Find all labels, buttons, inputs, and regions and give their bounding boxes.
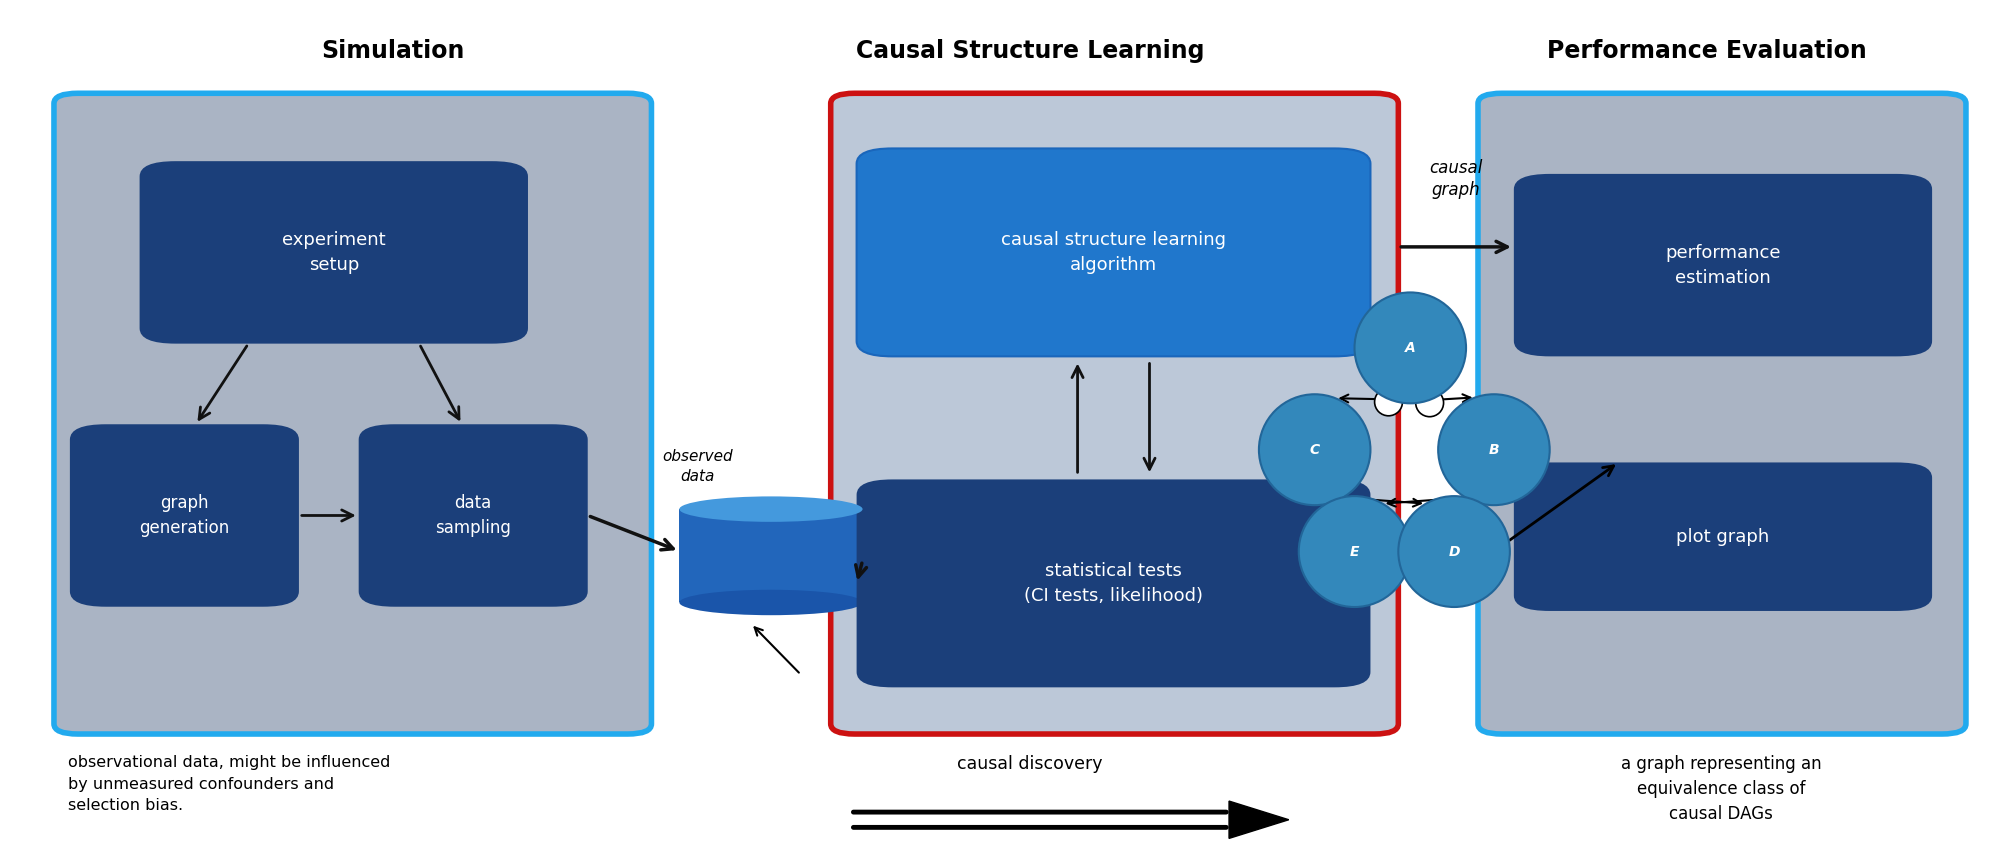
Text: data
sampling: data sampling bbox=[436, 494, 512, 537]
Text: performance
estimation: performance estimation bbox=[1666, 243, 1780, 286]
Text: causal discovery: causal discovery bbox=[958, 755, 1102, 773]
Ellipse shape bbox=[1398, 496, 1510, 607]
Ellipse shape bbox=[1374, 388, 1402, 416]
Text: C: C bbox=[1310, 443, 1320, 457]
Text: causal structure learning
algorithm: causal structure learning algorithm bbox=[1002, 231, 1226, 274]
FancyBboxPatch shape bbox=[1478, 93, 1966, 734]
FancyBboxPatch shape bbox=[830, 93, 1398, 734]
Ellipse shape bbox=[1438, 394, 1550, 505]
Bar bbox=[680, 509, 862, 602]
Text: Performance Evaluation: Performance Evaluation bbox=[1548, 39, 1866, 63]
Ellipse shape bbox=[680, 496, 862, 522]
Text: B: B bbox=[1488, 443, 1500, 457]
Ellipse shape bbox=[680, 590, 862, 615]
FancyBboxPatch shape bbox=[140, 161, 528, 344]
Text: D: D bbox=[1448, 544, 1460, 559]
Text: E: E bbox=[1350, 544, 1360, 559]
FancyBboxPatch shape bbox=[70, 424, 298, 607]
Text: causal
graph: causal graph bbox=[1430, 159, 1482, 199]
Text: A: A bbox=[1404, 341, 1416, 355]
Ellipse shape bbox=[1354, 292, 1466, 404]
FancyBboxPatch shape bbox=[358, 424, 588, 607]
Text: observed
data: observed data bbox=[662, 449, 732, 484]
Ellipse shape bbox=[1416, 389, 1444, 417]
Text: experiment
setup: experiment setup bbox=[282, 231, 386, 274]
Text: Causal Structure Learning: Causal Structure Learning bbox=[856, 39, 1204, 63]
FancyBboxPatch shape bbox=[1514, 463, 1932, 611]
Text: observational data, might be influenced
by unmeasured confounders and
selection : observational data, might be influenced … bbox=[68, 755, 390, 813]
FancyBboxPatch shape bbox=[1514, 174, 1932, 357]
Text: Simulation: Simulation bbox=[320, 39, 464, 63]
Text: a graph representing an
equivalence class of
causal DAGs: a graph representing an equivalence clas… bbox=[1620, 755, 1822, 824]
Text: graph
generation: graph generation bbox=[140, 494, 230, 537]
Text: statistical tests
(CI tests, likelihood): statistical tests (CI tests, likelihood) bbox=[1024, 562, 1204, 605]
Ellipse shape bbox=[1258, 394, 1370, 505]
FancyBboxPatch shape bbox=[856, 479, 1370, 687]
Ellipse shape bbox=[1298, 496, 1410, 607]
Polygon shape bbox=[1230, 801, 1288, 838]
FancyBboxPatch shape bbox=[54, 93, 652, 734]
Text: plot graph: plot graph bbox=[1676, 528, 1770, 546]
FancyBboxPatch shape bbox=[856, 148, 1370, 357]
